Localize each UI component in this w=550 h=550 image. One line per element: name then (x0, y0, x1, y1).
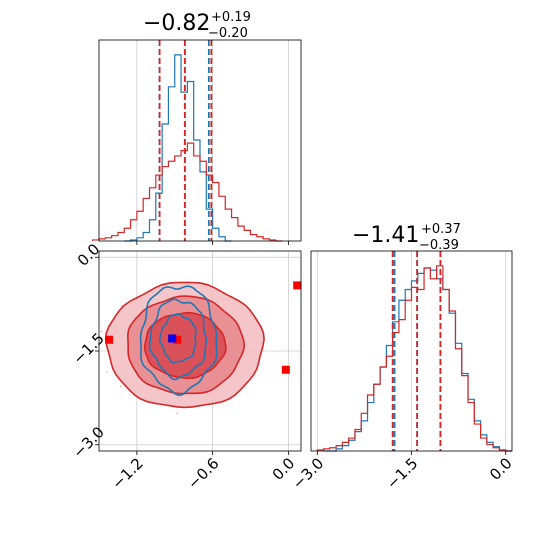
histogram-series-1 (92, 142, 283, 242)
panel-y-histogram: −3.0 −1.5 0.0 −1.41 +0.37 −0.39 (289, 222, 516, 493)
x-histogram-series (92, 40, 289, 245)
blue-marker (168, 334, 177, 343)
sample-point (119, 385, 122, 388)
contour-x-ticks: −1.2 −0.6 0.0 (108, 451, 298, 493)
tick-label: −1.5 (69, 329, 107, 367)
panel-joint-contour: −1.2 −0.6 0.0 0.0−1.5−3.0 (69, 240, 302, 493)
red-marker (293, 281, 302, 290)
tick-label: −0.6 (184, 454, 222, 492)
sample-point (100, 330, 103, 333)
x-histogram-gridlines (136, 40, 289, 241)
y-tick-label: −1.5 (69, 329, 107, 367)
y-title-lower: −0.39 (419, 238, 459, 253)
x-tick-label: 0.0 (486, 454, 516, 484)
x-tick-label: −3.0 (289, 454, 327, 492)
histogram-series-0 (323, 267, 512, 452)
y-histogram-series (316, 251, 512, 452)
x-title-main: −0.82 (143, 11, 210, 36)
red-marker (105, 335, 114, 344)
x-title-upper: +0.19 (211, 10, 251, 25)
red-marker (173, 335, 182, 344)
x-histogram-frame (98, 39, 302, 242)
tick-label: −1.5 (383, 454, 421, 492)
sample-point (106, 371, 108, 373)
tick-label: −3.0 (69, 423, 107, 461)
x-tick-label: −1.5 (383, 454, 421, 492)
sample-point (176, 412, 178, 415)
x-histogram-title: −0.82 +0.19 −0.20 (143, 10, 251, 41)
y-title-upper: +0.37 (421, 222, 461, 237)
red-marker (281, 365, 290, 374)
x-tick-label: −1.2 (108, 454, 146, 492)
contour-level-1-2 (158, 313, 197, 364)
y-histogram-title: −1.41 +0.37 −0.39 (352, 222, 461, 253)
contour-level-1-1 (148, 298, 208, 381)
x-tick-label: −0.6 (184, 454, 222, 492)
contour-series (100, 281, 302, 415)
tick-label: −3.0 (289, 454, 327, 492)
tick-label: −1.2 (108, 454, 146, 492)
tick-label: 0.0 (486, 454, 516, 484)
histogram-series-0 (124, 54, 232, 242)
y-histogram-x-ticks: −3.0 −1.5 0.0 (289, 451, 516, 493)
y-tick-label: −3.0 (69, 423, 107, 461)
contour-level-0-2 (143, 311, 227, 380)
x-title-lower: −0.20 (208, 26, 248, 41)
panel-x-histogram: −0.82 +0.19 −0.20 (92, 10, 302, 245)
histogram-series-1 (316, 265, 512, 452)
contour-level-1-0 (139, 285, 218, 397)
y-title-main: −1.41 (352, 223, 419, 248)
